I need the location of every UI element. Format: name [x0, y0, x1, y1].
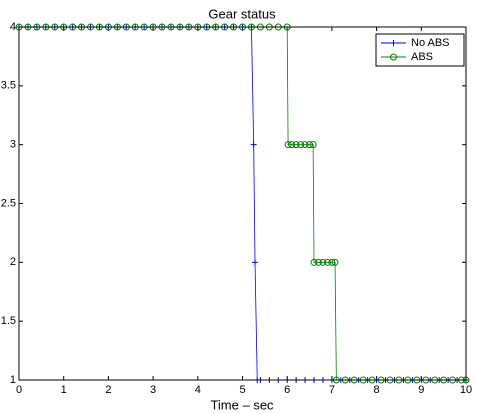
legend-marker — [390, 53, 397, 61]
x-tick-label: 9 — [418, 384, 424, 396]
data-point — [323, 258, 331, 266]
x-axis-label: Time – sec — [210, 397, 274, 412]
data-point — [331, 258, 339, 266]
legend-marker — [390, 40, 397, 46]
data-point — [306, 141, 314, 149]
y-tick-label: 1 — [10, 374, 16, 386]
legend-box — [375, 33, 465, 67]
x-tick-label: 2 — [105, 384, 111, 396]
data-point — [319, 258, 327, 266]
data-point — [297, 141, 305, 149]
y-tick-label: 3 — [10, 139, 16, 151]
y-tick-label: 3.5 — [1, 80, 16, 92]
x-tick-label: 6 — [284, 384, 290, 396]
data-point — [288, 141, 296, 149]
data-point — [314, 258, 322, 266]
legend-label: No ABS — [411, 37, 450, 49]
data-point — [310, 258, 318, 266]
x-tick-label: 0 — [16, 384, 22, 396]
x-tick-label: 1 — [61, 384, 67, 396]
axes-box — [18, 26, 467, 381]
x-tick-label: 3 — [150, 384, 156, 396]
data-point — [292, 141, 300, 149]
y-tick-label: 4 — [10, 21, 16, 33]
data-point — [328, 258, 336, 266]
data-point — [252, 259, 259, 266]
plot-area — [19, 27, 466, 380]
chart-title: Gear status — [208, 6, 276, 21]
x-tick-label: 7 — [329, 384, 335, 396]
y-tick-label: 2 — [10, 256, 16, 268]
legend-label: ABS — [411, 51, 433, 63]
data-point — [309, 141, 317, 149]
data-point — [284, 141, 292, 149]
x-tick-label: 5 — [239, 384, 245, 396]
data-point — [250, 141, 257, 148]
x-tick-label: 10 — [460, 384, 472, 396]
x-tick-label: 8 — [374, 384, 380, 396]
data-point — [301, 141, 309, 149]
y-tick-label: 1.5 — [1, 315, 16, 327]
y-tick-label: 2.5 — [1, 197, 16, 209]
x-tick-label: 4 — [195, 384, 201, 396]
